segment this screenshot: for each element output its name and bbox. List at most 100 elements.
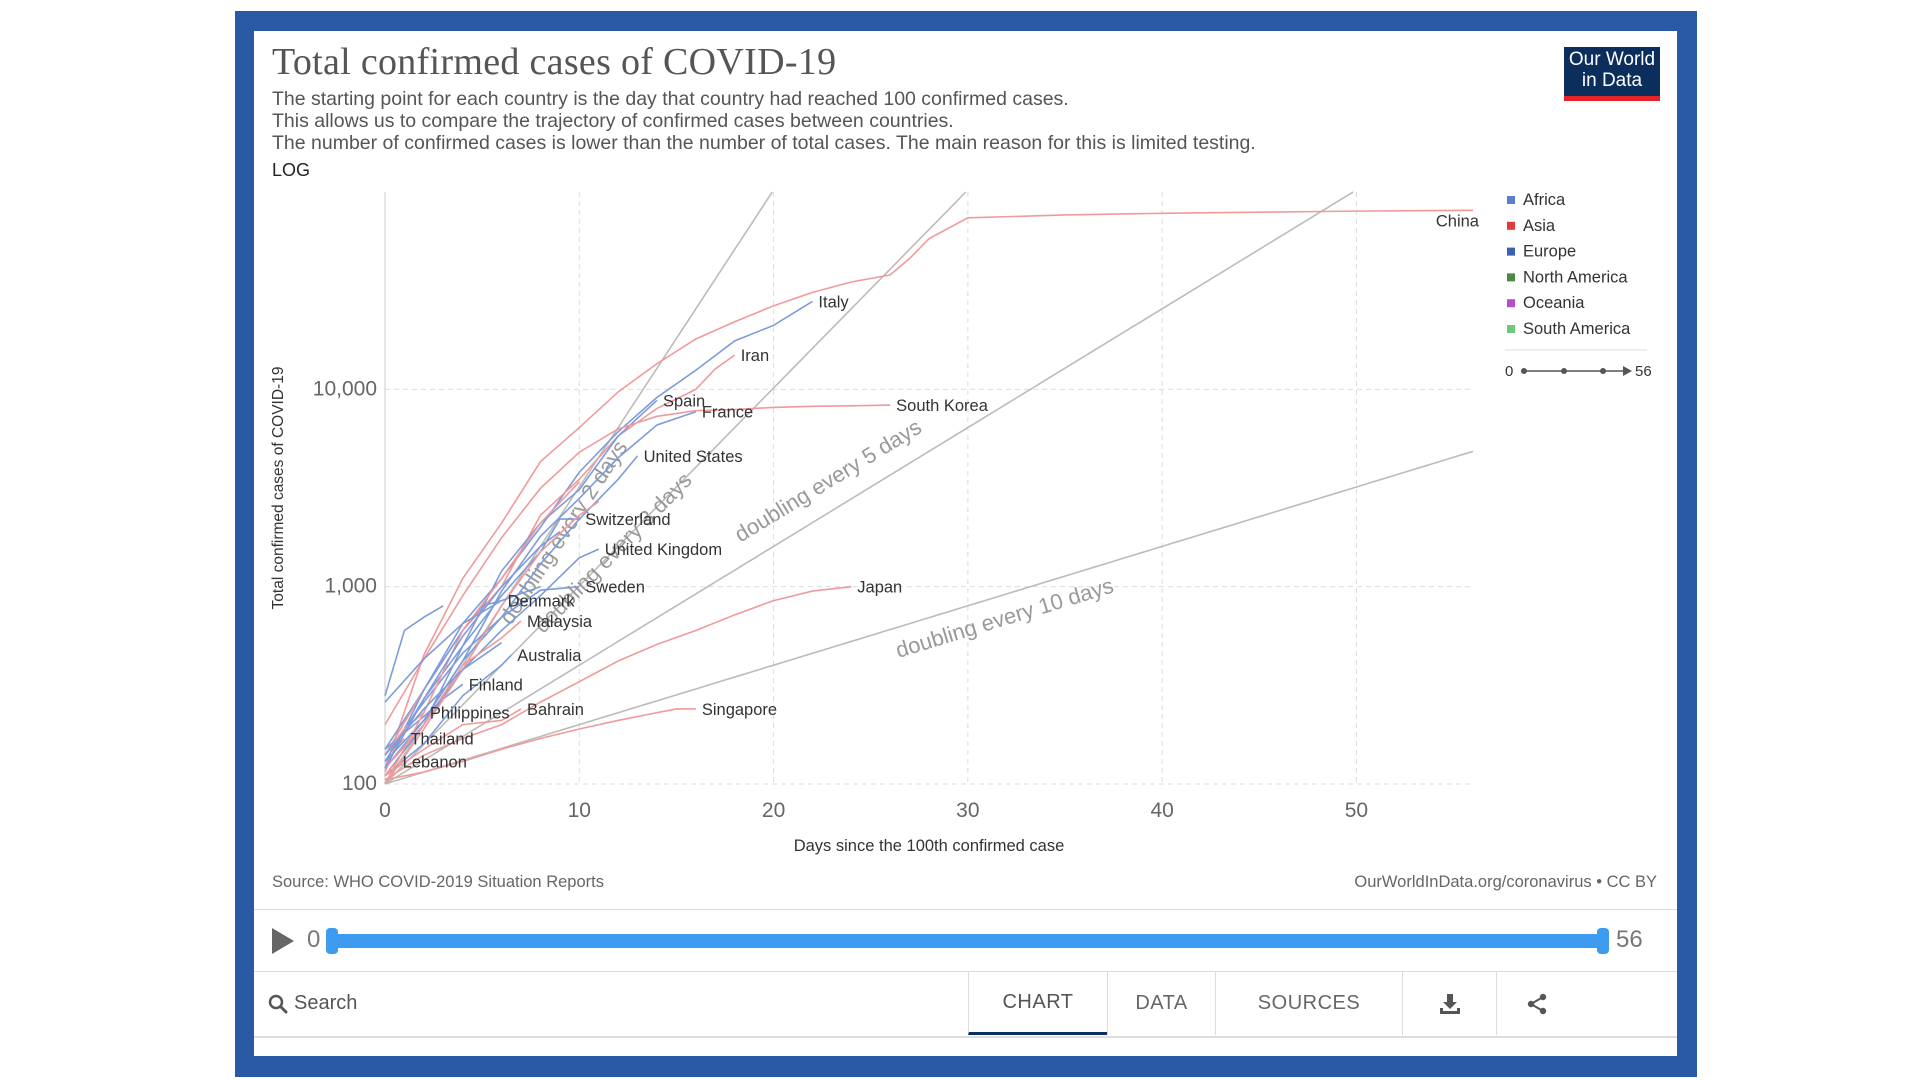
chart-card bbox=[254, 31, 1677, 1056]
x-tick-label: 0 bbox=[379, 799, 391, 822]
legend-timeline-dot bbox=[1600, 368, 1606, 374]
download-button[interactable] bbox=[1402, 972, 1496, 1035]
country-label[interactable]: Lebanon bbox=[403, 754, 467, 772]
series-line bbox=[384, 585, 541, 703]
source-note[interactable]: Source: WHO COVID-2019 Situation Reports bbox=[272, 873, 604, 891]
series-line bbox=[384, 737, 406, 773]
series-line bbox=[384, 404, 891, 726]
doubling-line bbox=[384, 450, 1474, 785]
country-label[interactable]: Malaysia bbox=[527, 613, 593, 631]
subtitle-line-1: The starting point for each country is t… bbox=[272, 88, 1069, 110]
country-label[interactable]: China bbox=[1436, 212, 1480, 230]
legend-swatch[interactable] bbox=[1507, 299, 1515, 308]
timeline-start-handle[interactable] bbox=[326, 928, 338, 954]
chart-title: Total confirmed cases of COVID-19 bbox=[272, 41, 837, 83]
x-tick-label: 20 bbox=[762, 799, 785, 822]
y-tick-label: 10,000 bbox=[313, 377, 377, 400]
country-label[interactable]: United Kingdom bbox=[605, 541, 722, 559]
country-label[interactable]: Finland bbox=[469, 676, 523, 694]
download-icon bbox=[1439, 993, 1460, 1014]
series-line bbox=[384, 620, 522, 769]
series-line bbox=[384, 605, 444, 696]
series-line bbox=[384, 481, 580, 785]
subtitle-line-3: The number of confirmed cases is lower t… bbox=[272, 132, 1256, 154]
country-label[interactable]: Switzerland bbox=[585, 511, 670, 529]
logo-line-1: Our World bbox=[1568, 49, 1656, 70]
legend-swatch[interactable] bbox=[1507, 247, 1515, 256]
series-line bbox=[384, 500, 600, 785]
toolbar-separator bbox=[254, 971, 1677, 972]
legend-item[interactable]: South America bbox=[1523, 320, 1631, 338]
x-tick-label: 10 bbox=[568, 799, 591, 822]
country-label[interactable]: United States bbox=[644, 448, 743, 466]
timeline-start-label: 0 bbox=[307, 926, 321, 953]
bottom-border bbox=[254, 1036, 1677, 1038]
x-axis-label: Days since the 100th confirmed case bbox=[794, 837, 1065, 855]
country-label[interactable]: South Korea bbox=[896, 397, 989, 415]
owid-logo[interactable]: Our World in Data bbox=[1564, 47, 1660, 101]
timeline-end-label: 56 bbox=[1616, 926, 1643, 953]
tab-chart[interactable]: CHART bbox=[968, 972, 1107, 1035]
legend-timeline-end: 56 bbox=[1635, 363, 1652, 380]
doubling-line bbox=[384, 191, 1354, 785]
legend-swatch[interactable] bbox=[1507, 196, 1515, 204]
timeline-separator bbox=[254, 909, 1677, 910]
tab-data[interactable]: DATA bbox=[1107, 972, 1215, 1035]
share-button[interactable] bbox=[1496, 972, 1576, 1035]
legend-timeline-dot bbox=[1521, 368, 1527, 374]
legend-item[interactable]: North America bbox=[1523, 268, 1628, 286]
legend-item[interactable]: Oceania bbox=[1523, 294, 1585, 312]
subtitle-line-2: This allows us to compare the trajectory… bbox=[272, 110, 954, 132]
toolbar: Search CHART DATA SOURCES bbox=[254, 972, 1677, 1035]
series-line bbox=[384, 654, 512, 777]
logo-red-bar bbox=[1564, 96, 1660, 101]
country-label[interactable]: Iran bbox=[741, 347, 769, 365]
tab-sources[interactable]: SOURCES bbox=[1215, 972, 1402, 1035]
legend-item[interactable]: Asia bbox=[1523, 217, 1556, 235]
search-button[interactable]: Search bbox=[268, 972, 357, 1035]
country-label[interactable]: Japan bbox=[857, 579, 902, 597]
timeline-slider-track[interactable] bbox=[330, 934, 1603, 948]
share-icon bbox=[1527, 993, 1546, 1014]
series-line bbox=[384, 531, 561, 769]
series-line bbox=[384, 642, 503, 756]
x-tick-label: 30 bbox=[956, 799, 979, 822]
search-icon bbox=[268, 994, 288, 1013]
legend-swatch[interactable] bbox=[1507, 221, 1515, 230]
series-line bbox=[384, 708, 522, 777]
series-line bbox=[384, 708, 696, 781]
x-tick-label: 50 bbox=[1345, 799, 1368, 822]
country-label[interactable]: France bbox=[702, 404, 753, 422]
logo-line-2: in Data bbox=[1581, 70, 1643, 91]
legend-item[interactable]: Africa bbox=[1523, 191, 1566, 209]
legend-timeline-dot bbox=[1561, 368, 1567, 374]
play-icon[interactable] bbox=[272, 928, 294, 954]
legend-timeline-arrow-icon bbox=[1623, 366, 1632, 376]
country-label[interactable]: Denmark bbox=[508, 593, 576, 611]
country-label[interactable]: Philippines bbox=[430, 705, 510, 723]
source-url[interactable]: OurWorldInData.org/coronavirus • CC BY bbox=[1354, 873, 1657, 891]
series-line bbox=[384, 585, 852, 781]
search-label: Search bbox=[294, 992, 358, 1014]
legend-timeline-start: 0 bbox=[1505, 363, 1513, 380]
country-label[interactable]: Bahrain bbox=[527, 701, 584, 719]
country-label[interactable]: Italy bbox=[818, 293, 849, 311]
series-line bbox=[384, 209, 1474, 769]
country-label[interactable]: Thailand bbox=[410, 731, 473, 749]
line-chart: 100 1,000 10,000 0 10 20 30 40 50 Days since the … bbox=[270, 191, 1652, 855]
country-label[interactable]: Spain bbox=[663, 392, 705, 410]
doubling-line bbox=[384, 191, 967, 785]
x-tick-label: 40 bbox=[1150, 799, 1173, 822]
country-label[interactable]: Sweden bbox=[585, 579, 645, 597]
doubling-label: doubling every 5 days bbox=[730, 414, 926, 547]
timeline-end-handle[interactable] bbox=[1597, 928, 1609, 954]
legend-swatch[interactable] bbox=[1507, 325, 1515, 333]
y-tick-label: 100 bbox=[342, 772, 377, 795]
legend-swatch[interactable] bbox=[1507, 273, 1515, 282]
y-tick-label: 1,000 bbox=[324, 575, 377, 598]
country-label[interactable]: Australia bbox=[517, 647, 582, 665]
log-scale-toggle[interactable]: LOG bbox=[272, 160, 311, 180]
y-axis-label: Total confirmed cases of COVID-19 bbox=[270, 367, 287, 610]
country-label[interactable]: Singapore bbox=[702, 701, 777, 719]
legend-item[interactable]: Europe bbox=[1523, 243, 1576, 261]
